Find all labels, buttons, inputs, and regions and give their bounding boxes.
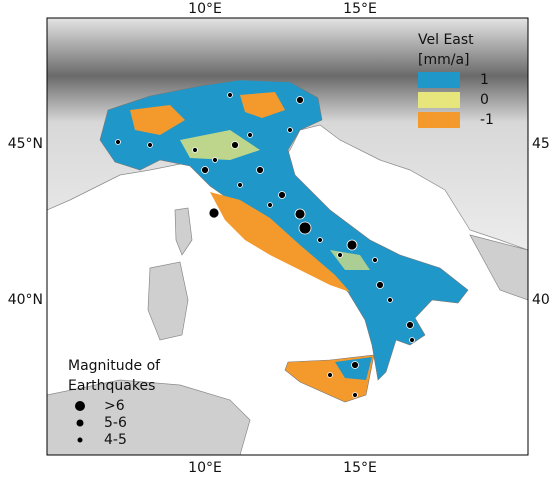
- earthquakes: [115, 92, 415, 398]
- legend-label: 5-6: [104, 415, 127, 431]
- lon-label: 15°E: [343, 1, 377, 17]
- legend-label: 0: [480, 92, 489, 108]
- lat-label: 40°N: [8, 292, 43, 308]
- legend-swatch: [418, 112, 460, 128]
- lat-label: 45°N: [8, 136, 43, 152]
- legend-symbol: [76, 419, 84, 427]
- legend-title: Vel East: [418, 32, 474, 48]
- lat-label: 45°N: [532, 136, 550, 152]
- legend-label: >6: [104, 398, 125, 414]
- legend-label: 1: [480, 72, 489, 88]
- lon-label: 10°E: [188, 1, 222, 17]
- magnitude-legend: Magnitude of Earthquakes >65-64-5: [68, 358, 161, 448]
- velocity-legend: Vel East [mm/a] 1 0 -1: [418, 32, 494, 128]
- legend-swatch: [418, 72, 460, 88]
- legend-swatch: [418, 92, 460, 108]
- lon-label: 15°E: [343, 460, 377, 476]
- legend-label: -1: [480, 112, 494, 128]
- lon-label: 10°E: [188, 460, 222, 476]
- legend-unit: [mm/a]: [418, 52, 470, 68]
- legend-label: 4-5: [104, 432, 127, 448]
- legend-symbol: [75, 401, 85, 411]
- legend-title: Earthquakes: [68, 378, 155, 394]
- legend-symbol: [77, 437, 83, 443]
- map-frame: [46, 17, 529, 456]
- map-area: [47, 18, 528, 455]
- legend-title: Magnitude of: [68, 358, 161, 374]
- lat-label: 40°N: [532, 292, 550, 308]
